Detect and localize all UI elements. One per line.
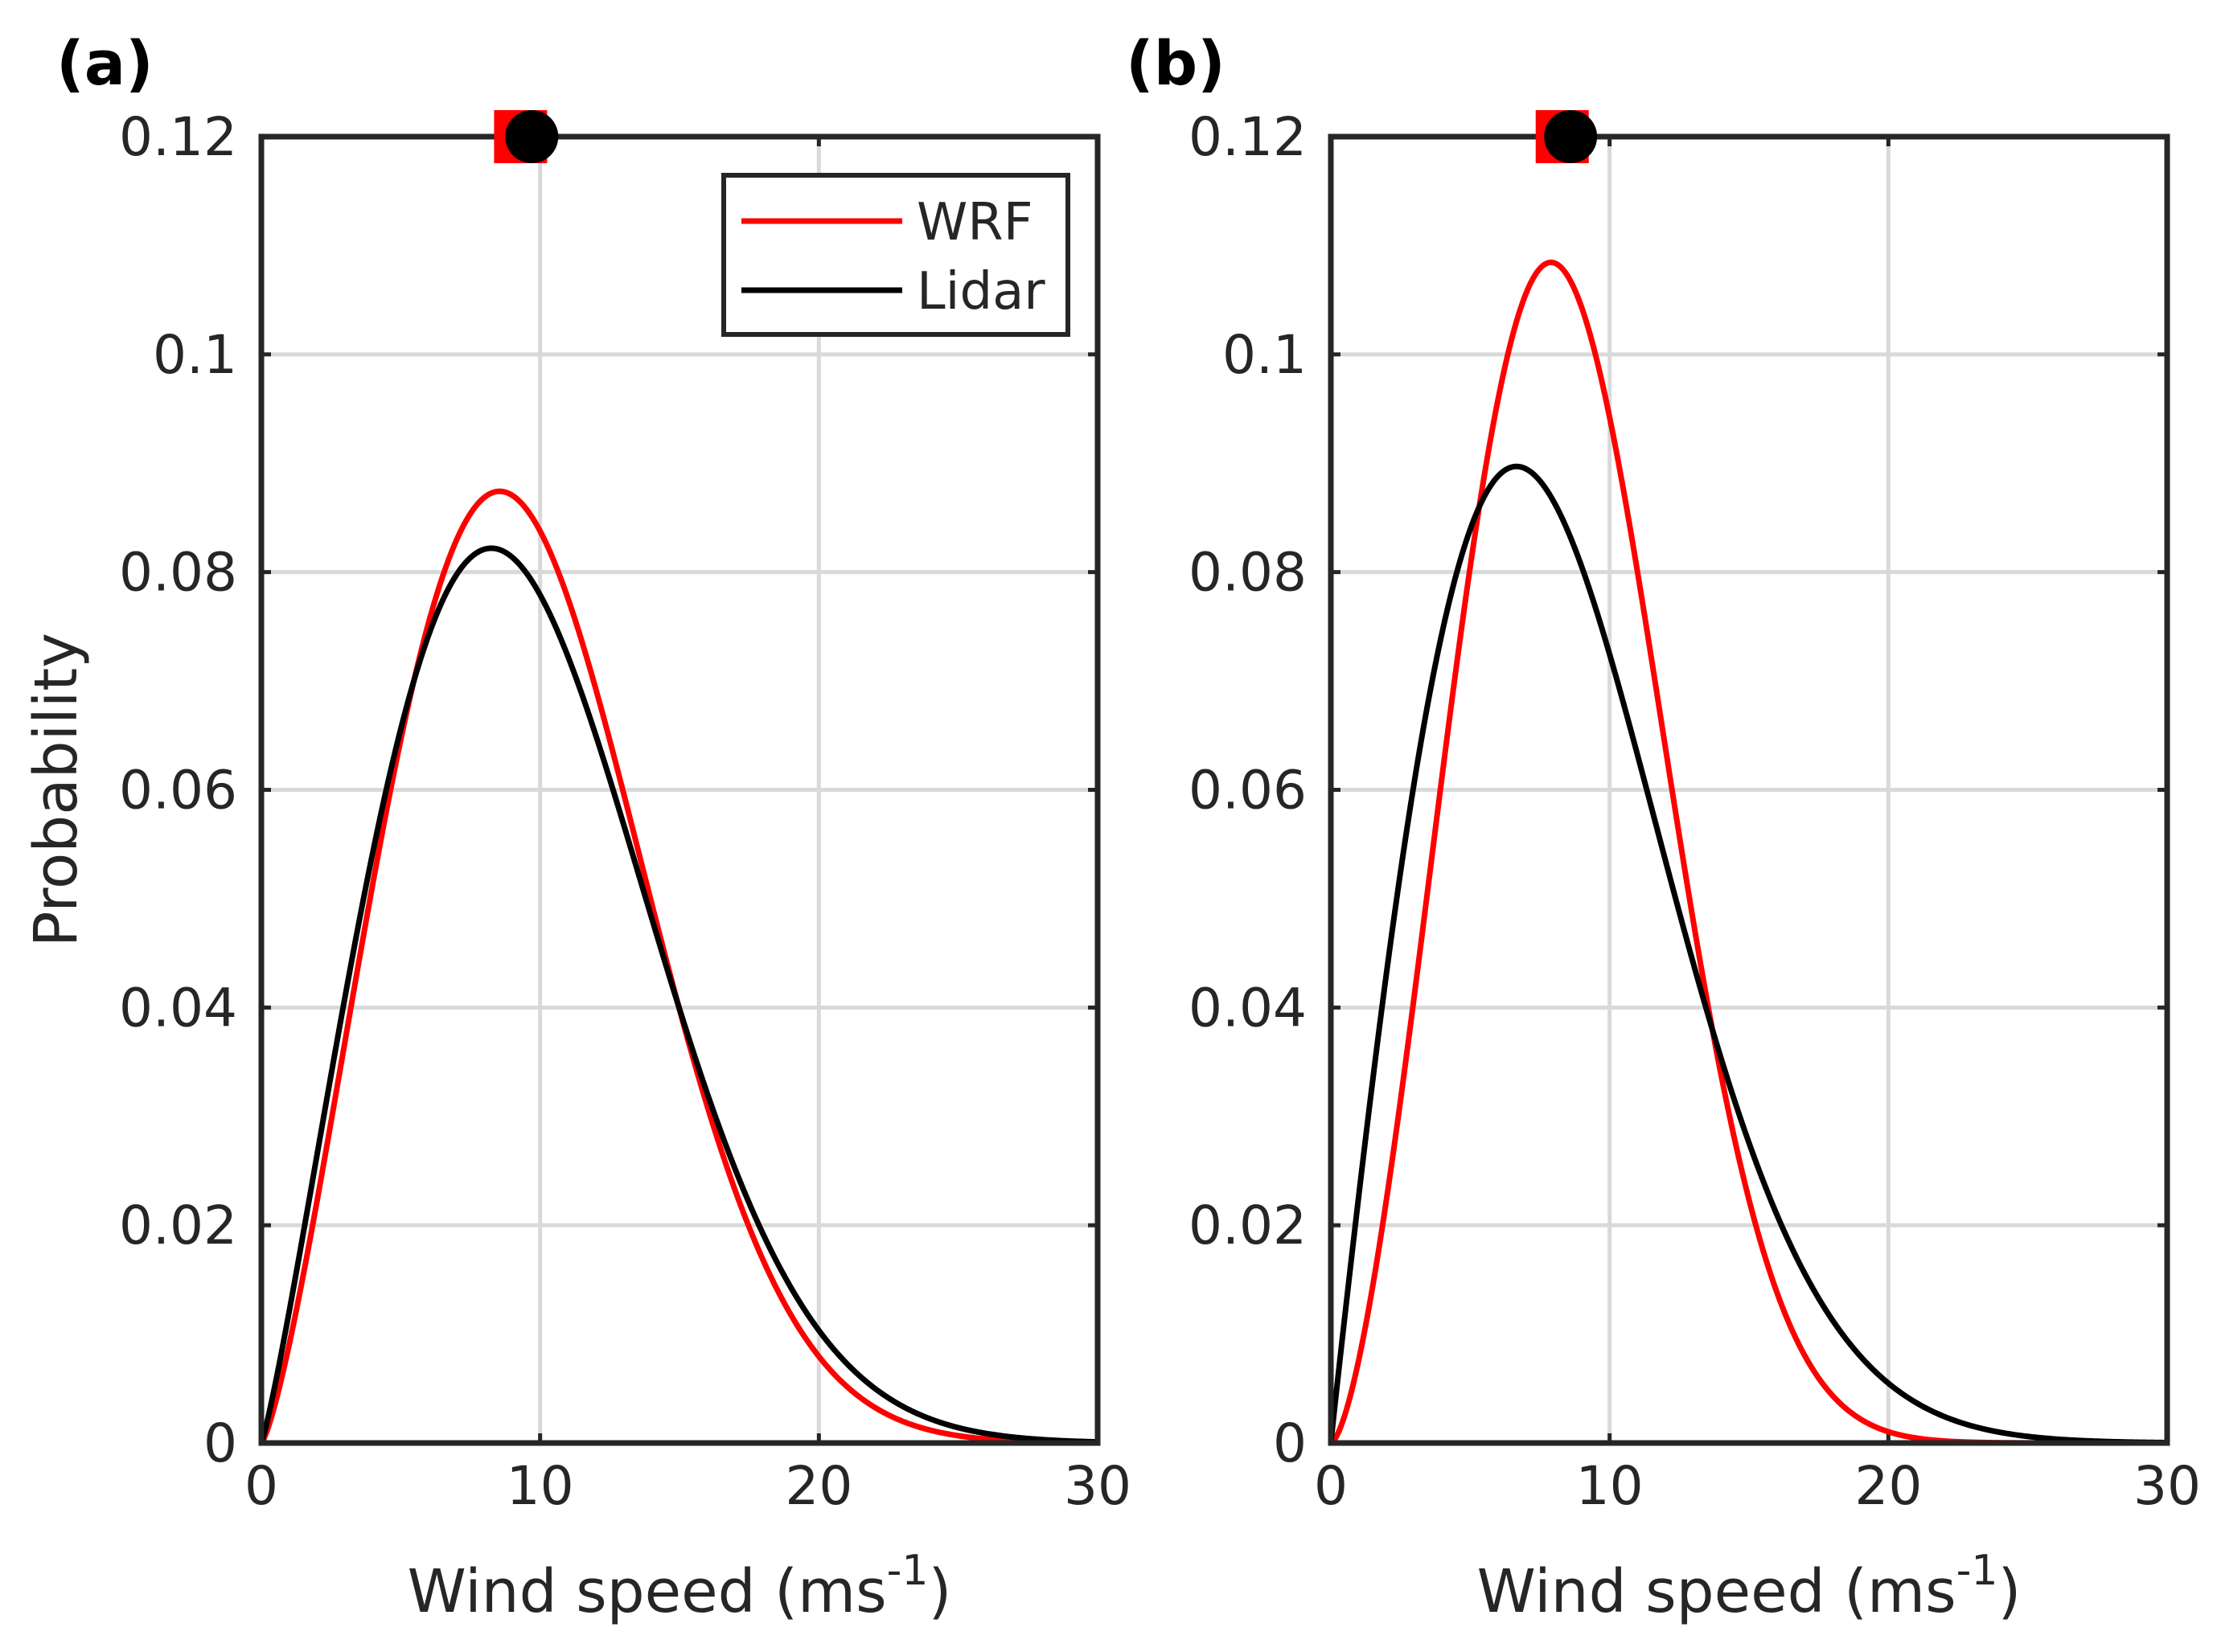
y-tick-label: 0.08 [1189,542,1307,604]
y-tick-label: 0 [1273,1412,1307,1474]
panel-label: (b) [1126,27,1226,99]
legend-box [721,173,1070,337]
legend: WRF Lidar [721,173,1070,337]
x-axis-label-text: Wind speed (ms [1477,1557,1956,1626]
y-tick-label: 0.02 [119,1195,237,1256]
x-axis-label-close: ) [929,1557,952,1626]
series-line-lidar [1328,463,2169,1445]
axes-box [1328,133,2170,1446]
y-tick-label: 0.1 [1222,324,1307,386]
y-tick-label: 0.12 [1189,106,1307,168]
x-axis-label-superscript: -1 [1956,1547,1998,1595]
y-tick-label: 0.12 [119,106,237,168]
x-tick-label: 0 [244,1455,278,1517]
y-tick-label: 0.08 [119,542,237,604]
x-axis-label-close: ) [1998,1557,2022,1626]
mean-marker-lidar [505,110,559,163]
y-tick-label: 0.04 [1189,977,1307,1039]
series-line-lidar [258,545,1099,1445]
y-tick-label: 0.06 [119,760,237,822]
y-axis-label: Probability [22,633,91,947]
panel-label: (a) [56,27,154,99]
x-axis-label-text: Wind speed (ms [408,1557,887,1626]
x-tick-label: 30 [1064,1455,1131,1517]
legend-label-lidar: Lidar [917,262,1045,322]
chart-panel-a: 0 10 20 30 0 0.02 0.04 0.06 0.08 0.1 0.12 Wind spee… [22,27,1131,1626]
x-axis-label: Wind speed (ms-1) [1477,1547,2022,1626]
axes-box [258,133,1101,1446]
x-tick-label: 20 [785,1455,852,1517]
x-axis-label: Wind speed (ms-1) [408,1547,952,1626]
y-tick-label: 0.02 [1189,1195,1307,1256]
x-tick-label: 30 [2133,1455,2201,1517]
x-tick-label: 10 [1576,1455,1644,1517]
y-tick-label: 0.06 [1189,760,1307,822]
x-tick-label: 10 [507,1455,574,1517]
mean-marker-lidar [1544,110,1598,163]
y-tick-label: 0.1 [153,324,237,386]
x-tick-label: 0 [1314,1455,1348,1517]
x-tick-label: 20 [1854,1455,1922,1517]
y-tick-label: 0.04 [119,977,237,1039]
x-axis-label-superscript: -1 [887,1547,929,1595]
chart-panel-b: 0 10 20 30 0 0.02 0.04 0.06 0.08 0.1 0.12 Wind spee… [1126,27,2201,1626]
y-tick-label: 0 [203,1412,237,1474]
legend-label-wrf: WRF [917,193,1033,252]
